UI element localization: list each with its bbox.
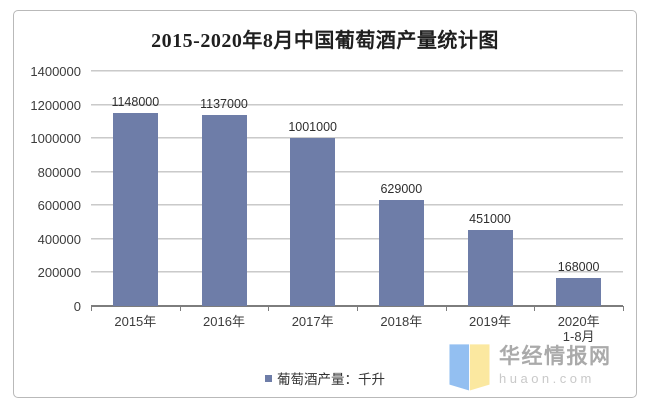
x-axis-label-line1: 2015年 [114, 314, 157, 329]
huaon-logo-left-page [449, 344, 470, 391]
x-axis-tick [623, 306, 624, 311]
bar-value-label: 1137000 [200, 97, 248, 112]
legend-marker-icon [265, 374, 272, 382]
watermark-site-domain: huaon.com [499, 371, 595, 386]
x-axis-label-line2: 1-8月 [562, 329, 595, 344]
x-axis-tick [268, 306, 270, 311]
gridline [91, 103, 623, 106]
y-axis-tick-label: 0 [73, 299, 81, 314]
x-axis-label: 2015年 [114, 314, 156, 329]
bar-value-label: 629000 [380, 182, 423, 197]
chart-title: 2015-2020年8月中国葡萄酒产量统计图 [151, 30, 499, 52]
x-axis-tick [357, 306, 358, 311]
watermark: 华经情报网 huaon.com [449, 344, 612, 391]
x-axis-label: 2020年 1-8月 [558, 314, 600, 344]
bar-value-label: 451000 [469, 212, 511, 227]
watermark-text: 华经情报网 huaon.com [499, 344, 612, 391]
watermark-site-name: 华经情报网 [499, 345, 612, 368]
gridline [91, 237, 623, 240]
bar-value-label: 168000 [557, 259, 600, 274]
x-axis-tick [91, 306, 92, 311]
bar [290, 137, 336, 306]
x-axis-tick [534, 306, 536, 311]
y-axis-tick-label: 1200000 [30, 97, 81, 113]
x-axis-label: 2018年 [380, 314, 422, 329]
gridline [91, 137, 623, 140]
y-axis-tick-label: 400000 [37, 231, 81, 247]
y-axis-tick-label: 1000000 [30, 131, 81, 147]
y-axis-tick-label: 1400000 [30, 64, 81, 79]
legend-label: 葡萄酒产量：千升 [277, 372, 385, 387]
bar [112, 113, 158, 306]
x-axis-tick [445, 306, 447, 311]
x-axis-label: 2016年 [203, 314, 245, 329]
legend: 葡萄酒产量：千升 [14, 368, 636, 388]
x-axis-label: 2017年 [292, 314, 334, 329]
bar-value-label: 1001000 [288, 119, 337, 134]
gridline [91, 70, 623, 72]
gridline [91, 170, 623, 173]
y-axis-tick-label: 200000 [37, 265, 81, 281]
gridline [91, 271, 623, 274]
x-axis-label-line1: 2019年 [469, 314, 511, 329]
plot-area: 1148000 2015年 1137000 2016年 1001000 2017年 6290… [91, 70, 624, 344]
x-axis-label-line1: 2017年 [291, 314, 334, 329]
x-axis-label-line1: 2020年 [557, 314, 600, 329]
huaon-logo-icon [449, 344, 490, 391]
chart-frame: 2015-2020年8月中国葡萄酒产量统计图 华经情报网 huaon.com 1… [13, 10, 637, 398]
y-axis-tick-label: 800000 [37, 164, 81, 180]
bar [556, 277, 602, 306]
bar [378, 200, 424, 306]
gridline [91, 204, 623, 207]
x-axis-tick [179, 306, 181, 311]
x-axis-label: 2019年 [469, 314, 511, 329]
x-axis-label-line1: 2018年 [380, 314, 423, 329]
bar [201, 115, 247, 306]
bar-value-label: 1148000 [111, 95, 160, 110]
huaon-logo-right-page [469, 344, 490, 391]
x-axis-label-line1: 2016年 [203, 314, 245, 329]
y-axis-tick-label: 600000 [37, 198, 81, 214]
bar [467, 230, 513, 306]
